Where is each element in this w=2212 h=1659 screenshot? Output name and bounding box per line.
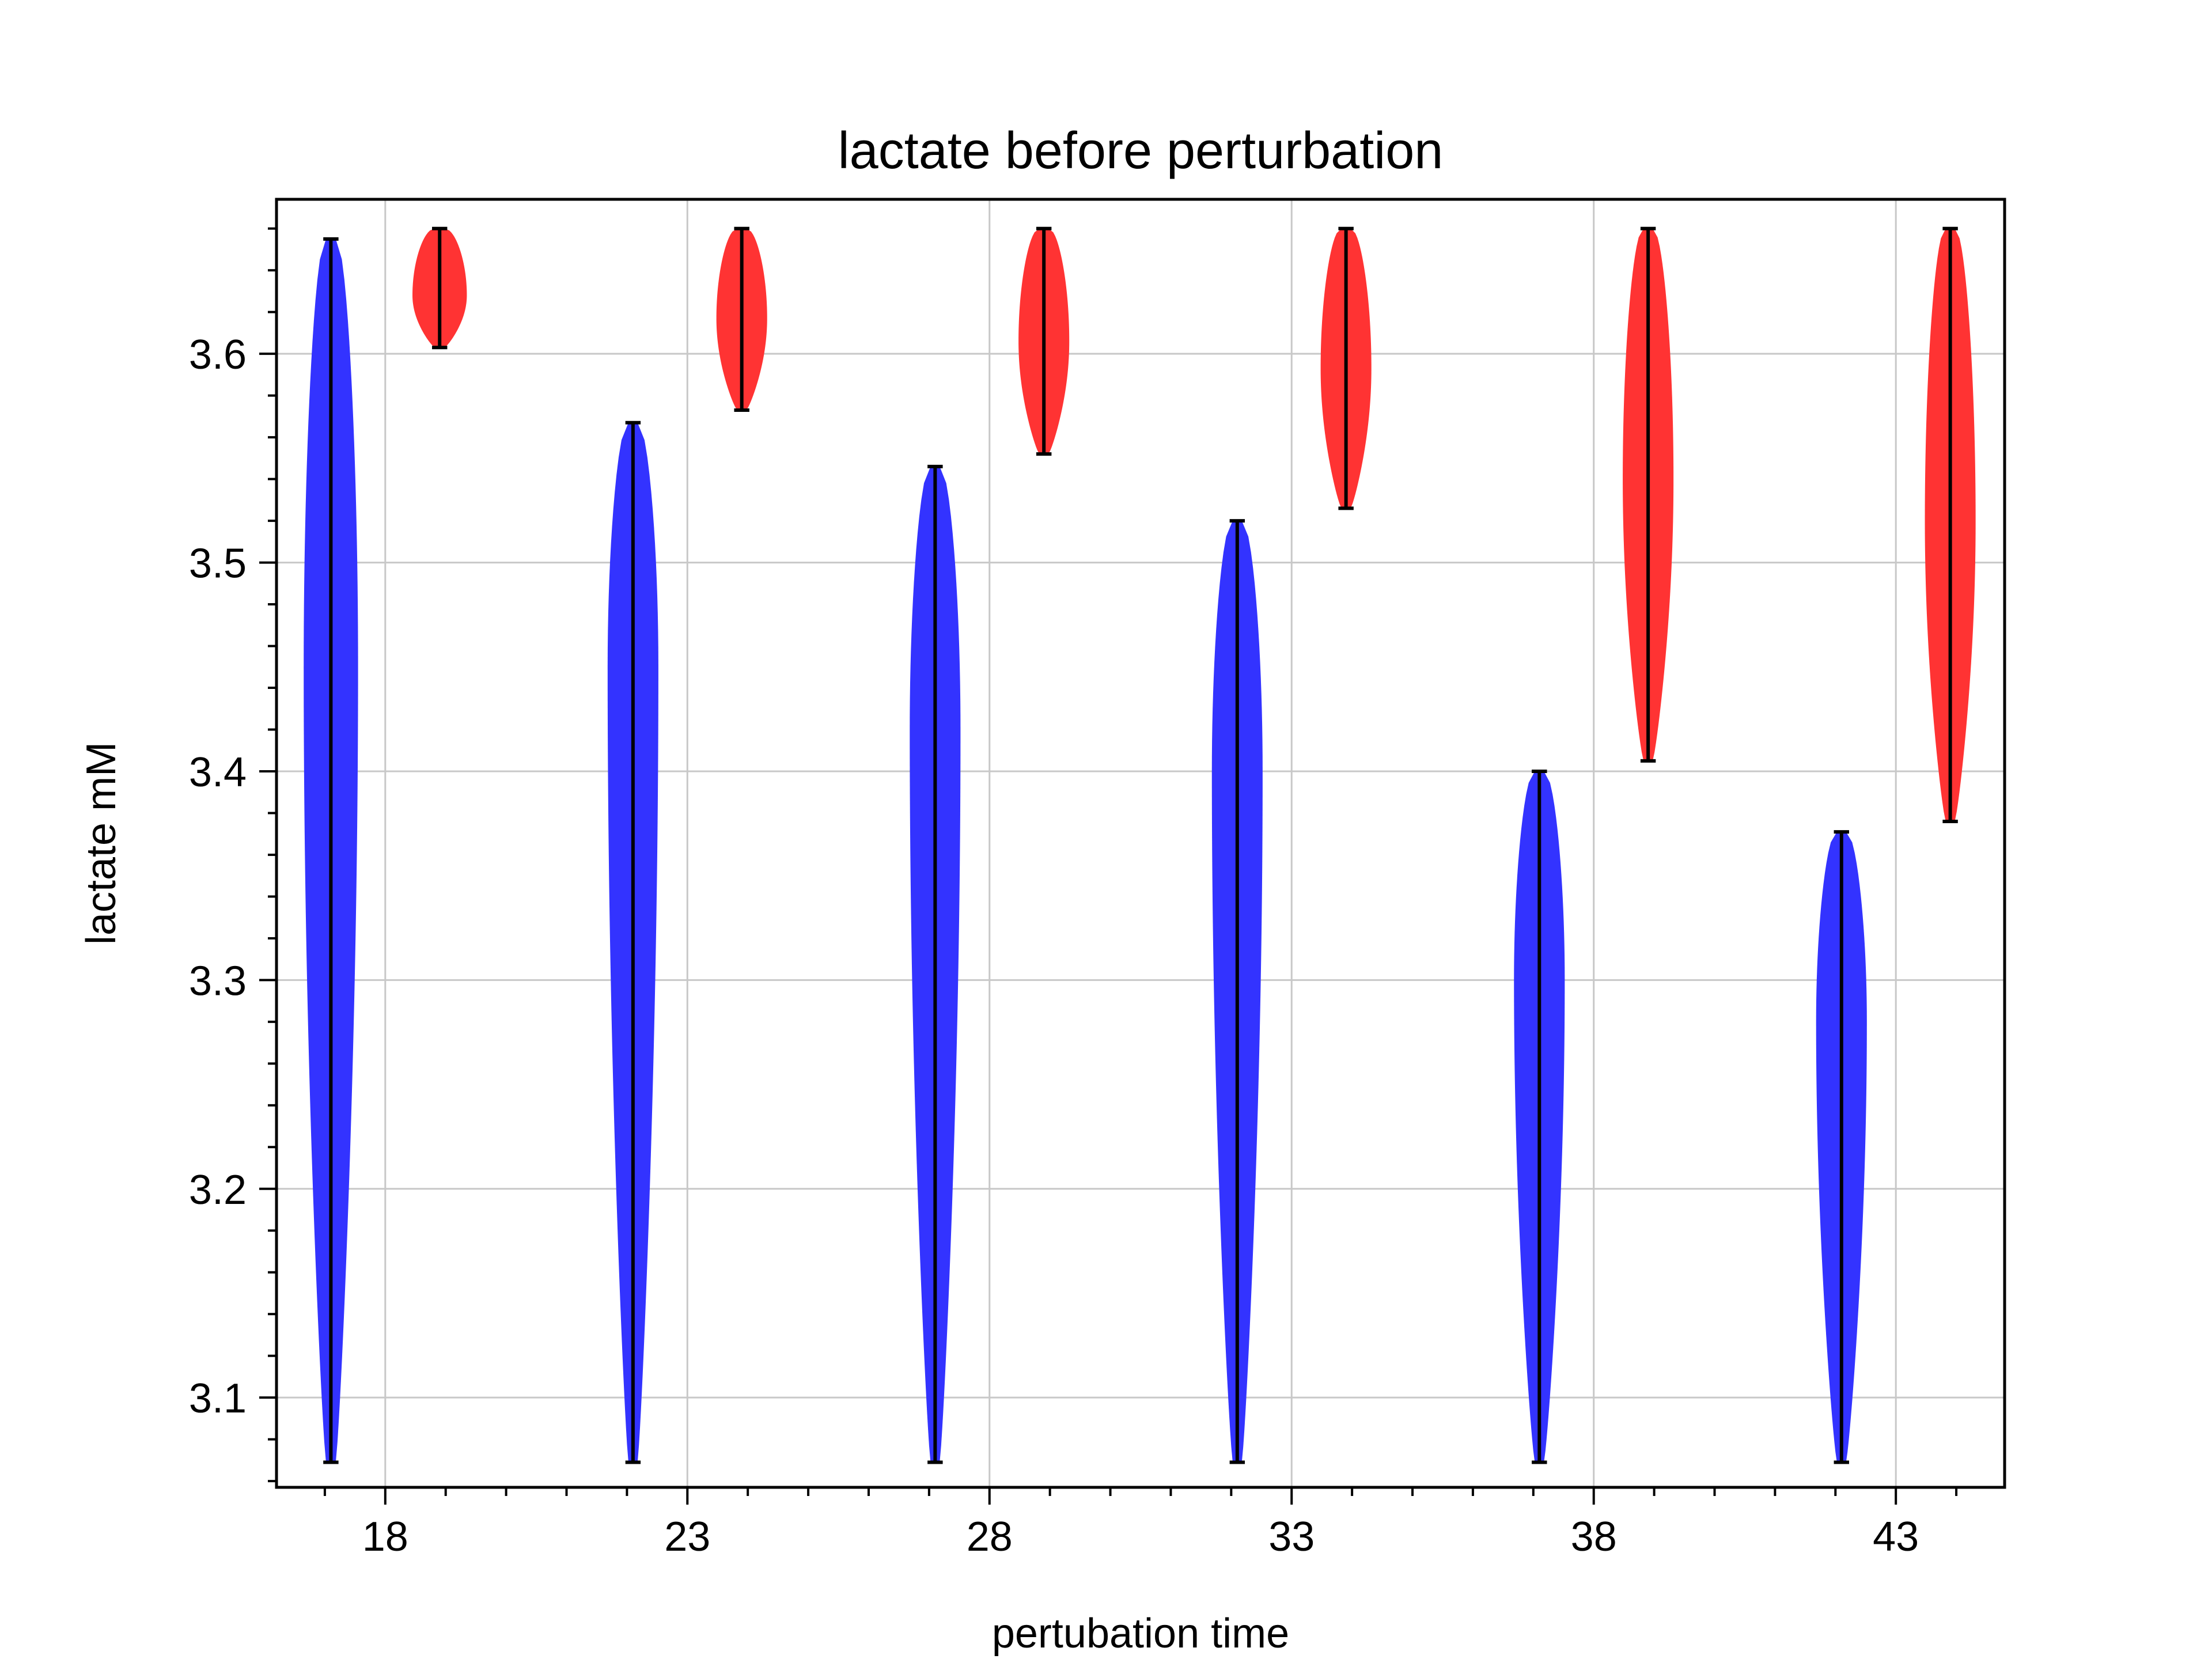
x-tick-label: 38 (1571, 1514, 1617, 1560)
x-axis-label: pertubation time (992, 1611, 1289, 1657)
chart-title: lactate before perturbation (838, 122, 1444, 180)
y-tick-label: 3.2 (189, 1167, 247, 1213)
plot-frame (275, 198, 2006, 1489)
violin-layer (304, 226, 1976, 1464)
x-tick-label: 18 (362, 1514, 408, 1560)
y-tick-label: 3.5 (189, 541, 247, 587)
x-tick-label: 33 (1268, 1514, 1315, 1560)
x-tick-label: 43 (1873, 1514, 1919, 1560)
x-tick-label: 28 (967, 1514, 1013, 1560)
grid-layer (276, 199, 2005, 1487)
x-tick-label: 23 (664, 1514, 710, 1560)
y-axis-label: lactate mM (78, 742, 124, 945)
y-tick-label: 3.6 (189, 332, 247, 378)
y-tick-label: 3.3 (189, 958, 247, 1004)
y-tick-label: 3.4 (189, 749, 247, 796)
y-tick-label: 3.1 (189, 1376, 247, 1422)
